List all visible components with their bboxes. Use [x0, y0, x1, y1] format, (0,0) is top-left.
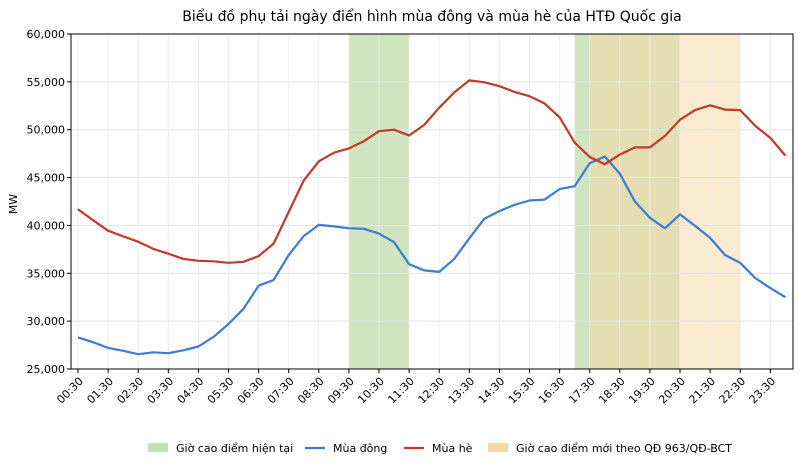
y-tick-label: 25,000 [27, 363, 66, 376]
x-tick-label: 23:30 [747, 375, 779, 407]
legend-swatch [148, 443, 168, 452]
x-tick-label: 00:30 [54, 375, 86, 407]
x-tick-label: 05:30 [205, 375, 237, 407]
y-tick-label: 45,000 [27, 172, 66, 185]
legend: Giờ cao điểm hiện tại Mùa đông Mùa hè Giờ c… [148, 442, 732, 455]
x-tick-label: 09:30 [325, 375, 357, 407]
x-tick-label: 07:30 [265, 375, 297, 407]
x-tick-label: 11:30 [385, 375, 417, 407]
x-tick-label: 15:30 [506, 375, 538, 407]
x-tick-label: 06:30 [235, 375, 267, 407]
x-tick-label: 08:30 [295, 375, 327, 407]
legend-label: Giờ cao điểm hiện tại [176, 442, 293, 455]
y-tick-label: 40,000 [27, 219, 66, 232]
x-tick-label: 10:30 [355, 375, 387, 407]
x-tick-label: 14:30 [476, 375, 508, 407]
plot-frame [70, 33, 794, 370]
chart-title: Biểu đồ phụ tải ngày điển hình mùa đông … [182, 8, 682, 25]
x-tick-label: 01:30 [84, 375, 116, 407]
x-tick-label: 17:30 [566, 375, 598, 407]
y-tick-label: 35,000 [27, 267, 66, 280]
y-tick-label: 55,000 [27, 76, 66, 89]
y-tick-label: 50,000 [27, 124, 66, 137]
x-tick-label: 19:30 [626, 375, 658, 407]
plot-area: 25,000 30,000 35,000 40,000 45,000 50,000 55,0… [27, 28, 794, 406]
series-line-summer [77, 79, 787, 264]
x-tick-label: 13:30 [446, 375, 478, 407]
x-tick-label: 04:30 [175, 375, 207, 407]
x-tick-label: 21:30 [686, 375, 718, 407]
x-tick-label: 16:30 [536, 375, 568, 407]
x-tick-label: 03:30 [145, 375, 177, 407]
y-tick-label: 30,000 [27, 315, 66, 328]
y-axis-title: MW [7, 194, 20, 214]
legend-swatch [488, 443, 508, 452]
legend-label: Mùa hè [432, 442, 473, 455]
peak-region-1-0 [589, 34, 741, 369]
legend-label: Mùa đông [333, 442, 387, 455]
x-tick-label: 12:30 [416, 375, 448, 407]
series-line-winter [77, 155, 786, 356]
x-tick-label: 02:30 [115, 375, 147, 407]
legend-label: Giờ cao điểm mới theo QĐ 963/QĐ-BCT [516, 442, 732, 455]
x-tick-label: 22:30 [717, 375, 749, 407]
y-tick-label: 60,000 [27, 28, 66, 41]
x-tick-label: 18:30 [596, 375, 628, 407]
x-tick-label: 20:30 [656, 375, 688, 407]
